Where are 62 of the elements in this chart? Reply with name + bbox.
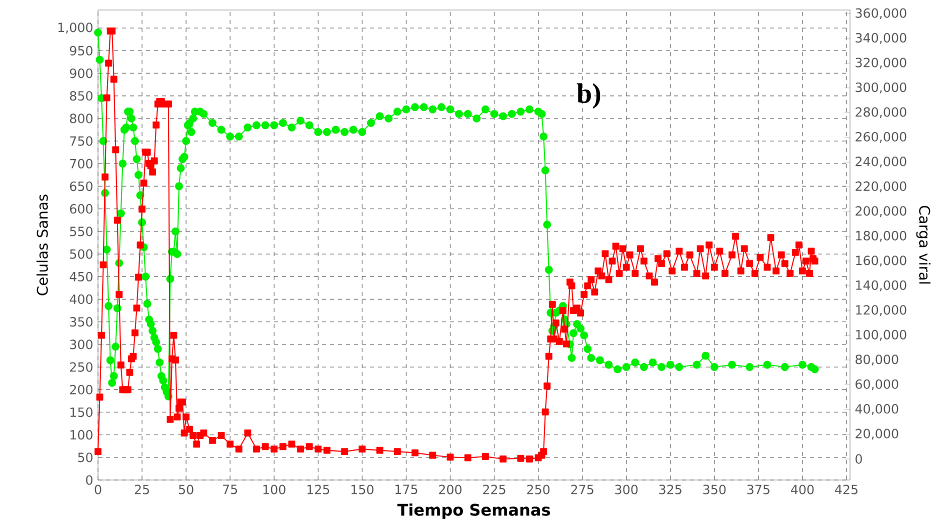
annotation: b) bbox=[576, 83, 600, 109]
y2-tick-label: 160,000 bbox=[856, 256, 906, 267]
x-tick-label: 300 bbox=[615, 484, 638, 494]
y-tick-label: 150 bbox=[70, 407, 92, 418]
y2-tick-label: 340,000 bbox=[856, 33, 906, 44]
y2-tick-label: 60,000 bbox=[856, 379, 898, 390]
y-tick-label: 350 bbox=[70, 317, 92, 327]
x-axis-title: Tiempo Semanas bbox=[397, 503, 550, 519]
y2-tick-label: 220,000 bbox=[856, 181, 906, 192]
x-tick-label: 275 bbox=[571, 484, 594, 494]
y2-tick-label: 80,000 bbox=[856, 354, 898, 366]
y2-tick-label: 140,000 bbox=[856, 280, 906, 292]
x-tick-label: 325 bbox=[659, 484, 682, 494]
x-tick-label: 225 bbox=[483, 484, 506, 494]
y-tick-label: 800 bbox=[70, 114, 92, 124]
y-tick-label: 1,000 bbox=[58, 22, 92, 34]
x-tick-label: 200 bbox=[439, 484, 462, 494]
y2-tick-label: 280,000 bbox=[856, 107, 906, 118]
x-tick-label: 125 bbox=[307, 484, 330, 494]
y-tick-label: 0 bbox=[86, 475, 92, 485]
y2-tick-label: 200,000 bbox=[856, 206, 906, 218]
y-tick-label: 850 bbox=[70, 91, 92, 101]
y2-tick-label: 360,000 bbox=[856, 8, 906, 20]
y-tick-label: 400 bbox=[70, 294, 92, 304]
x-tick-label: 350 bbox=[703, 484, 726, 494]
x-tick-label: 0 bbox=[94, 484, 102, 494]
y-tick-label: 500 bbox=[70, 249, 92, 259]
y-tick-label: 100 bbox=[70, 430, 92, 440]
y-tick-label: 650 bbox=[70, 181, 92, 192]
y2-axis-title: Carga viral bbox=[916, 206, 930, 284]
y2-tick-label: 320,000 bbox=[856, 58, 906, 69]
y-tick-label: 200 bbox=[70, 384, 92, 394]
y-tick-label: 50 bbox=[78, 452, 92, 462]
x-tick-label: 100 bbox=[263, 484, 286, 494]
y-tick-label: 450 bbox=[70, 272, 92, 282]
y2-tick-label: 240,000 bbox=[856, 156, 906, 168]
x-tick-label: 250 bbox=[527, 484, 550, 494]
y-tick-label: 550 bbox=[70, 226, 92, 236]
x-tick-label: 25 bbox=[134, 484, 149, 494]
y2-tick-label: 180,000 bbox=[856, 230, 906, 242]
y-tick-label: 900 bbox=[70, 68, 92, 78]
x-tick-label: 400 bbox=[791, 484, 814, 494]
y2-tick-label: 0 bbox=[856, 454, 862, 464]
y2-tick-label: 260,000 bbox=[856, 132, 906, 143]
x-tick-label: 50 bbox=[178, 484, 194, 494]
y2-tick-label: 300,000 bbox=[856, 82, 906, 94]
y-tick-label: 250 bbox=[70, 362, 92, 372]
x-tick-label: 375 bbox=[747, 484, 770, 494]
y-axis-title: Celulas Sanas bbox=[36, 194, 48, 296]
x-tick-label: 425 bbox=[835, 484, 858, 494]
x-tick-label: 75 bbox=[223, 484, 238, 494]
y2-tick-label: 40,000 bbox=[855, 404, 898, 415]
y-tick-label: 300 bbox=[70, 340, 92, 350]
y-tick-label: 950 bbox=[70, 46, 92, 56]
y2-tick-label: 120,000 bbox=[856, 305, 906, 316]
x-tick-label: 175 bbox=[396, 484, 418, 494]
y-tick-label: 750 bbox=[70, 136, 92, 146]
y-tick-label: 700 bbox=[70, 158, 92, 168]
y2-tick-label: 20,000 bbox=[856, 428, 898, 440]
y2-tick-label: 100,000 bbox=[856, 330, 906, 341]
y-tick-label: 600 bbox=[70, 204, 92, 214]
x-tick-label: 150 bbox=[351, 484, 374, 494]
